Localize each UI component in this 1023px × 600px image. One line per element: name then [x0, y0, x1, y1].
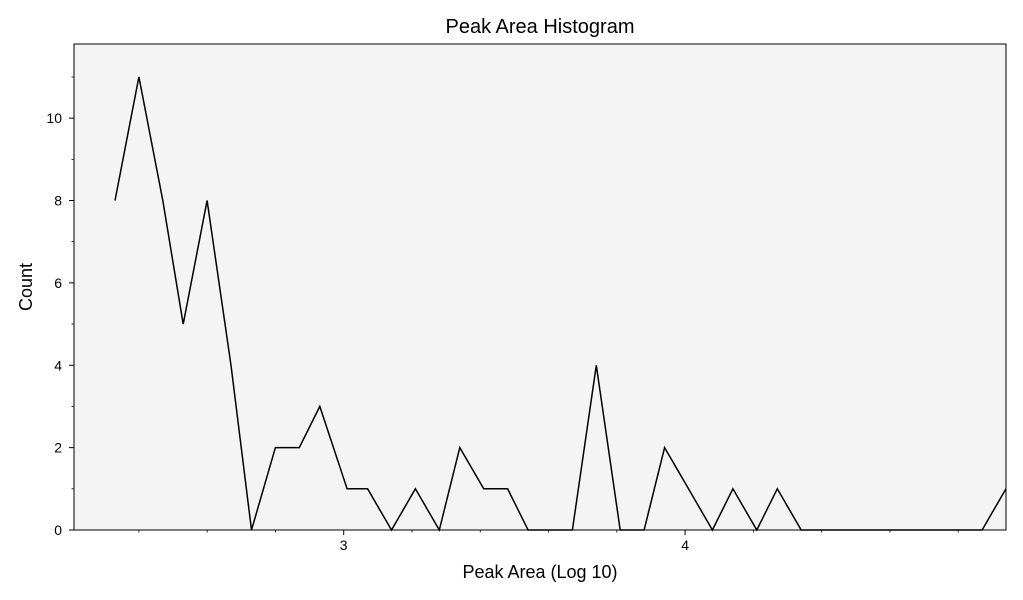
chart-title: Peak Area Histogram: [446, 16, 635, 38]
y-tick-label: 8: [54, 193, 62, 209]
y-tick-label: 2: [54, 440, 62, 456]
y-axis-label: Count: [16, 263, 36, 311]
y-tick-label: 6: [54, 275, 62, 291]
plot-frame: [73, 43, 1007, 531]
x-axis-label: Peak Area (Log 10): [462, 562, 617, 582]
y-tick-label: 10: [46, 110, 62, 126]
y-tick-label: 4: [54, 357, 62, 373]
y-tick-label: 0: [54, 522, 62, 538]
plot-area: [74, 44, 1006, 530]
x-tick-label: 4: [681, 537, 689, 553]
x-tick-label: 3: [340, 537, 348, 553]
y-axis: 0 2 4 6 8 10: [46, 76, 74, 538]
